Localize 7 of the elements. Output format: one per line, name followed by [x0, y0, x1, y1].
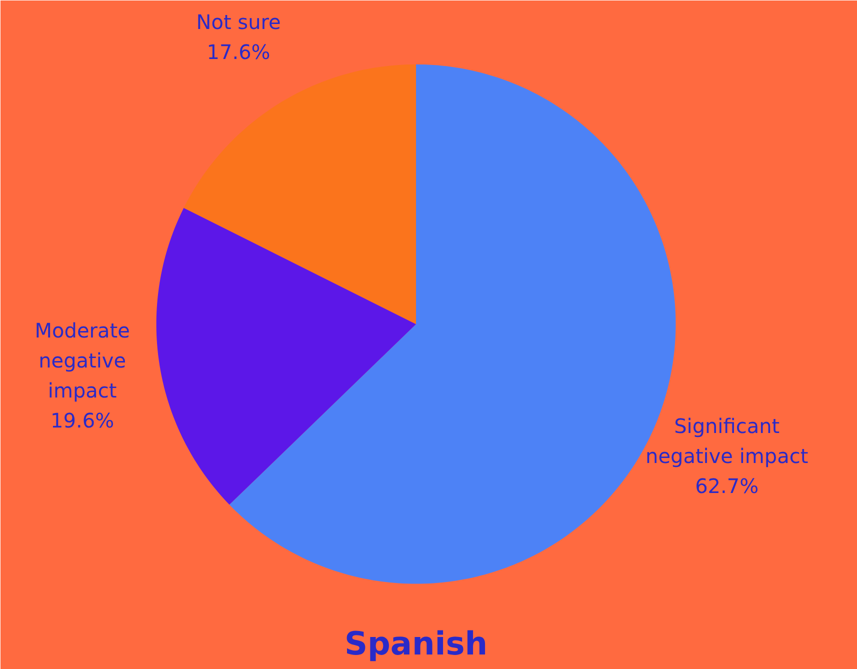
- text: Spanish: [344, 624, 488, 663]
- data-label: 19.6%: [50, 408, 114, 432]
- slice-label: Significant negative impact: [646, 414, 808, 468]
- slice-label: Not sure: [196, 10, 281, 34]
- slice-label: Moderate negative impact: [34, 318, 130, 402]
- data-label: 62.7%: [695, 474, 759, 498]
- data-label: 17.6%: [206, 40, 270, 64]
